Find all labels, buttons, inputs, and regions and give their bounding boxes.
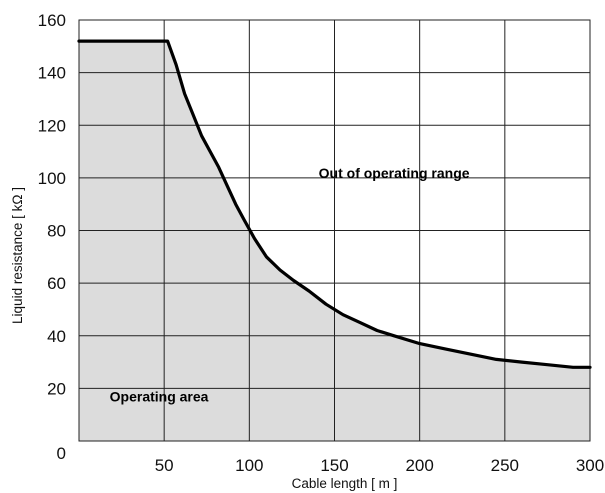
plot-frame bbox=[78, 19, 591, 442]
x-tick-labels: 50 100 150 200 250 300 bbox=[155, 456, 604, 475]
x-tick-label: 200 bbox=[405, 456, 433, 475]
y-tick-label: 0 bbox=[57, 444, 66, 463]
y-tick-label: 80 bbox=[47, 222, 66, 241]
x-axis-label: Cable length [ m ] bbox=[292, 476, 398, 491]
y-axis-label: Liquid resistance [ kΩ ] bbox=[10, 187, 25, 324]
y-tick-label: 160 bbox=[38, 11, 66, 30]
y-tick-label: 20 bbox=[47, 379, 66, 398]
resistance-curve bbox=[77, 39, 592, 369]
x-tick-label: 50 bbox=[155, 456, 174, 475]
resistance-line bbox=[77, 39, 592, 369]
x-tick-label: 300 bbox=[576, 456, 604, 475]
x-tick-label: 100 bbox=[235, 456, 263, 475]
operating-area-polygon bbox=[79, 41, 590, 441]
y-tick-label: 120 bbox=[38, 116, 66, 135]
x-tick-label: 250 bbox=[491, 456, 519, 475]
grid bbox=[79, 20, 590, 441]
x-tick-label: 150 bbox=[320, 456, 348, 475]
y-tick-label: 40 bbox=[47, 327, 66, 346]
y-tick-label: 60 bbox=[47, 274, 66, 293]
operating-area-fill bbox=[79, 41, 590, 441]
operating-area-annotation: Operating area bbox=[110, 389, 209, 405]
y-tick-labels: 0 20 40 60 80 100 120 140 160 bbox=[38, 11, 66, 463]
y-tick-label: 100 bbox=[38, 169, 66, 188]
out-of-range-annotation: Out of operating range bbox=[319, 165, 470, 181]
y-tick-label: 140 bbox=[38, 64, 66, 83]
